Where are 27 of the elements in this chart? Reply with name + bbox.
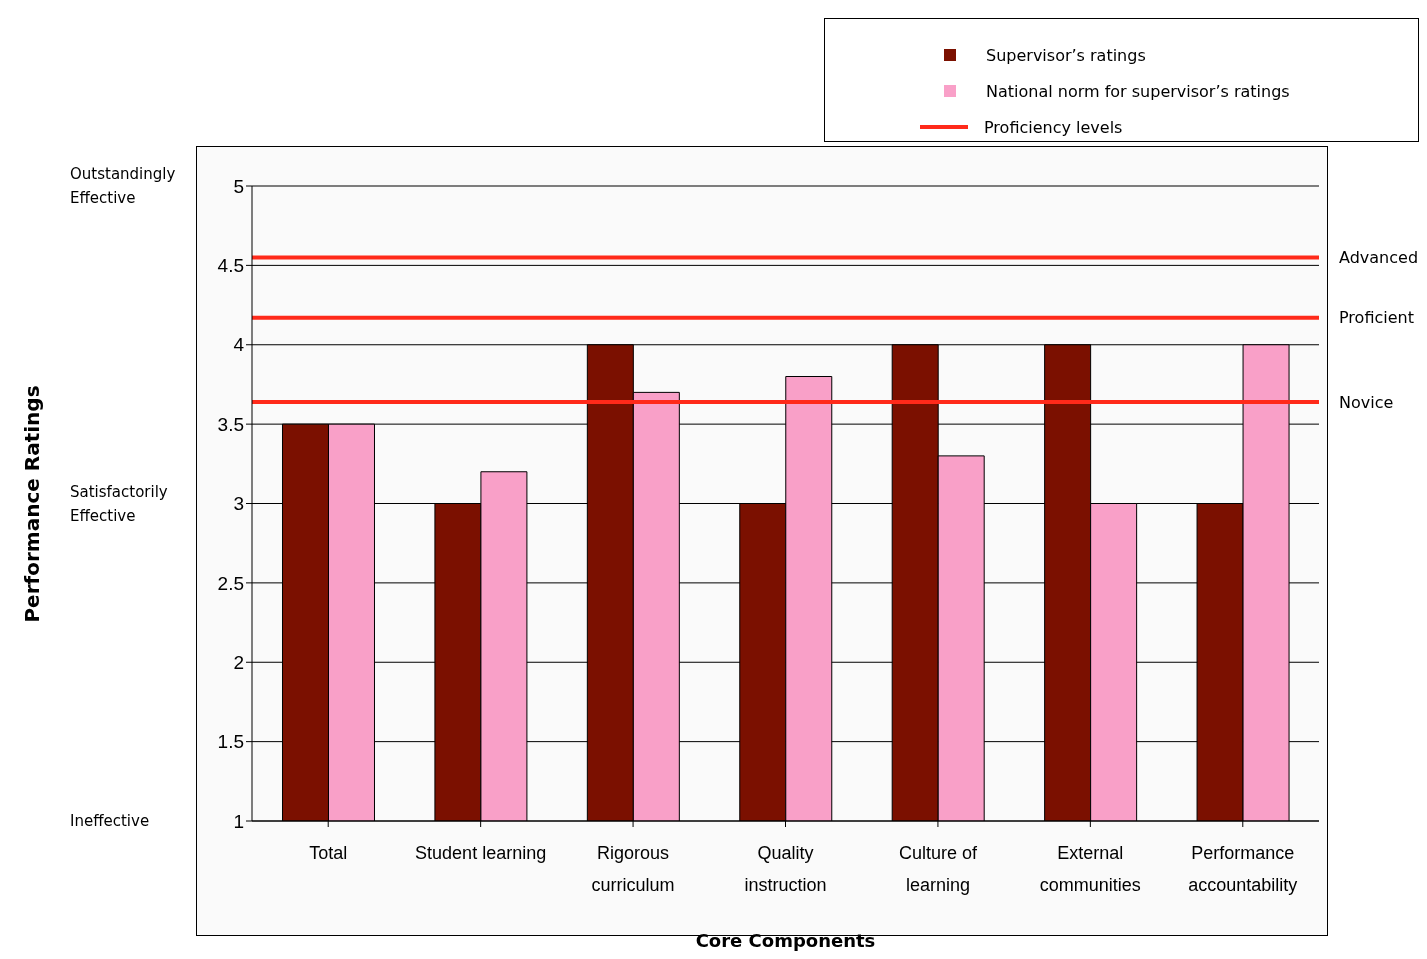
y-tick-label: 2.5 [217,572,244,594]
y-tick-label: 3 [233,493,244,515]
y-tick-label: 2 [233,651,244,673]
y-tick-label: 4.5 [217,255,244,277]
text: Performance Ratings [20,384,44,623]
x-axis-title: Core Components [695,930,876,951]
x-tick-label: Rigorous curriculum [591,843,675,895]
text: Ineffective [70,811,150,832]
x-tick-label: External communities [1039,843,1141,895]
ref-line-label: Advanced [1339,248,1419,268]
text: Satisfactorily Effective [70,481,169,527]
ref-line-label: Proficient [1339,308,1414,328]
x-tick-label: Performance accountability [1188,843,1298,895]
legend-label: Supervisor’s ratings [986,45,1146,65]
y-tick-label: 4 [233,334,245,356]
y-tick-label: 1 [233,810,244,832]
x-tick-label: Quality instruction [744,843,827,895]
text: Outstandingly Effective [70,164,177,209]
y-tick-label: 3.5 [217,413,244,435]
ref-line-label: Novice [1339,392,1394,412]
x-tick-label: Culture of learning [898,843,978,895]
x-tick-label: Student learning [415,843,547,863]
text: Proficiency levels [984,117,1123,137]
y-tick-label: 5 [233,175,244,197]
legend-label: National norm for supervisor’s ratings [986,81,1290,101]
x-tick-label: Total [309,843,348,863]
y-tick-label: 1.5 [217,731,244,753]
